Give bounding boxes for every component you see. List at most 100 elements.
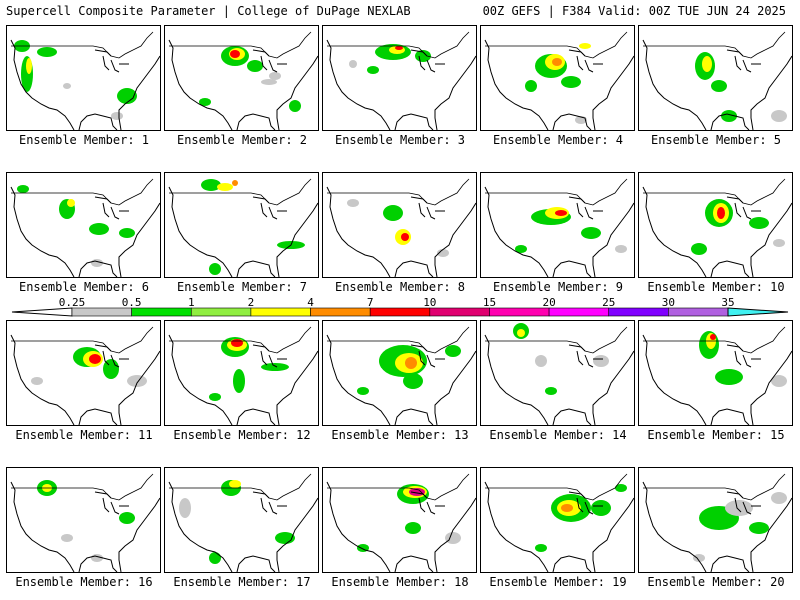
coastline [10, 481, 160, 572]
scp-contour [725, 500, 753, 516]
colorbar-tick-label: 30 [662, 296, 675, 309]
scp-contour [26, 58, 32, 74]
colorbar-segment [548, 307, 610, 317]
scp-contour [89, 354, 101, 364]
colorbar-tick-label: 0.25 [59, 296, 86, 309]
member-map-7[interactable] [164, 172, 319, 278]
coastline [484, 481, 634, 572]
us-canada-border [11, 473, 154, 501]
member-map-13[interactable] [322, 320, 477, 426]
scp-contour [61, 534, 73, 542]
member-map-14[interactable] [480, 320, 635, 426]
map-field-7 [168, 178, 318, 277]
scp-contour [615, 245, 627, 253]
colorbar-tick-label: 0.5 [122, 296, 142, 309]
scp-contour [127, 375, 147, 387]
scp-contour [17, 185, 29, 193]
member-map-11[interactable] [6, 320, 161, 426]
member-map-4[interactable] [480, 25, 635, 131]
member-map-12[interactable] [164, 320, 319, 426]
colorbar-left-arrow [11, 307, 73, 317]
member-map-9[interactable] [480, 172, 635, 278]
scp-contour [233, 369, 245, 393]
coastline [10, 186, 160, 277]
coastline [10, 334, 160, 425]
scp-contour [199, 98, 211, 106]
us-canada-border [169, 473, 312, 501]
page-title: Supercell Composite Parameter | College … [6, 4, 411, 18]
member-label: Ensemble Member: 4 [492, 133, 624, 147]
great-lakes [252, 196, 287, 220]
scp-contour [349, 60, 357, 68]
us-canada-border [643, 473, 786, 501]
colorbar-tick-label: 4 [307, 296, 314, 309]
scp-contour [545, 387, 557, 395]
member-label: Ensemble Member: 11 [15, 428, 153, 442]
great-lakes [568, 491, 603, 515]
member-map-1[interactable] [6, 25, 161, 131]
scp-contour [261, 363, 289, 371]
coastline [642, 481, 792, 572]
member-map-17[interactable] [164, 467, 319, 573]
great-lakes [726, 344, 761, 368]
member-label: Ensemble Member: 9 [492, 280, 624, 294]
member-label: Ensemble Member: 1 [18, 133, 150, 147]
colorbar-segment [489, 307, 550, 317]
scp-contour [117, 88, 137, 104]
member-map-18[interactable] [322, 467, 477, 573]
coastline [326, 39, 476, 130]
coastline [326, 186, 476, 277]
colorbar-segment [310, 307, 371, 317]
colorbar-segment [668, 307, 729, 317]
scp-contour [717, 207, 725, 219]
member-map-5[interactable] [638, 25, 793, 131]
member-label: Ensemble Member: 8 [334, 280, 466, 294]
scp-contour [261, 79, 277, 85]
scp-contour [593, 355, 609, 367]
scp-contour [771, 110, 787, 122]
great-lakes [94, 49, 129, 73]
member-map-19[interactable] [480, 467, 635, 573]
scp-contour [710, 334, 716, 340]
member-label: Ensemble Member: 17 [173, 575, 311, 589]
scp-contour [517, 329, 525, 337]
coastline [642, 186, 792, 277]
map-field-6 [10, 178, 160, 277]
colorbar-tick-label: 2 [248, 296, 255, 309]
member-map-15[interactable] [638, 320, 793, 426]
coastline [168, 186, 318, 277]
coastline [10, 39, 160, 130]
member-map-3[interactable] [322, 25, 477, 131]
great-lakes [568, 196, 603, 220]
us-canada-border [485, 31, 628, 59]
us-canada-border [169, 178, 312, 206]
member-label: Ensemble Member: 12 [173, 428, 311, 442]
great-lakes [94, 491, 129, 515]
scp-contour [771, 492, 787, 504]
scp-contour [201, 179, 221, 191]
great-lakes [726, 49, 761, 73]
member-label: Ensemble Member: 5 [650, 133, 782, 147]
member-map-6[interactable] [6, 172, 161, 278]
scp-contour [401, 233, 409, 241]
map-field-10 [642, 178, 792, 277]
member-map-8[interactable] [322, 172, 477, 278]
coastline [168, 334, 318, 425]
scp-contour [721, 110, 737, 122]
member-label: Ensemble Member: 2 [176, 133, 308, 147]
member-map-20[interactable] [638, 467, 793, 573]
member-map-10[interactable] [638, 172, 793, 278]
map-field-3 [326, 31, 476, 130]
great-lakes [568, 49, 603, 73]
member-label: Ensemble Member: 10 [647, 280, 785, 294]
scp-contour [581, 227, 601, 239]
us-canada-border [485, 326, 628, 354]
great-lakes [410, 491, 445, 515]
scp-contour [383, 205, 403, 221]
scp-contour [217, 183, 233, 191]
us-canada-border [485, 473, 628, 501]
colorbar-segment [429, 307, 490, 317]
member-map-2[interactable] [164, 25, 319, 131]
member-map-16[interactable] [6, 467, 161, 573]
scp-contour [445, 345, 461, 357]
